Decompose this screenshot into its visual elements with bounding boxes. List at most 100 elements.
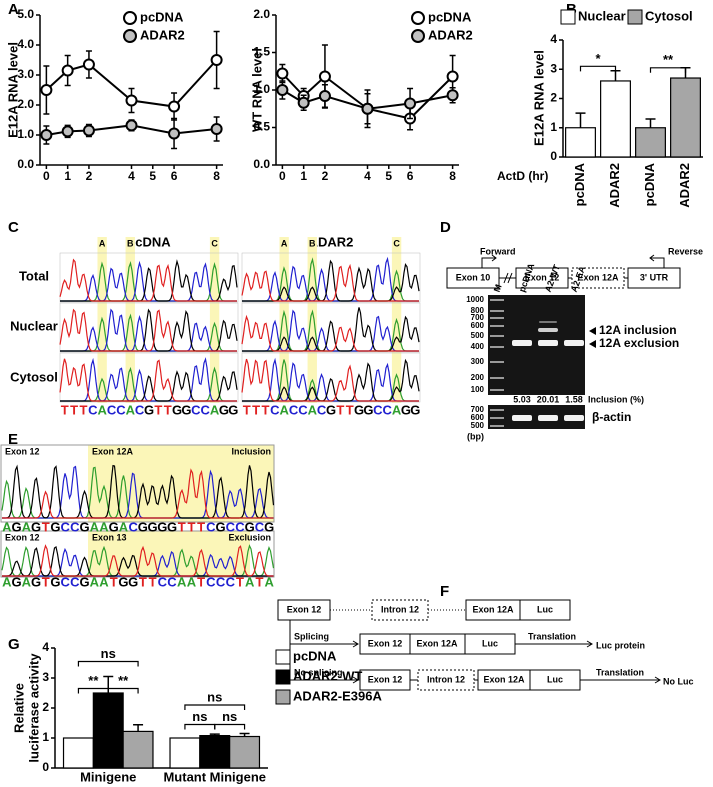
legend-label: pcDNA [293,648,337,663]
ladder-label: 1000 [466,295,484,304]
y-tick-label: 5.0 [17,7,34,21]
base-letter: T [42,519,50,534]
box-label: Exon 12 [368,674,403,684]
chromatogram-frame [241,302,421,353]
data-point [276,67,289,80]
base-letter: G [80,519,90,534]
legend-swatch [275,689,291,705]
data-point [40,129,53,141]
x-tick-label: Mutant Minigene [163,769,266,784]
panel-label: F [440,583,449,600]
data-point [168,100,181,113]
panel-c-labels: pcDNA ADAR2 Total Nuclear Cytosol [10,234,353,384]
chromatogram-trace [59,308,237,352]
legend-swatch [627,9,643,25]
base-letter: A [210,402,220,417]
site-label: B [127,238,134,248]
y-tick-label: 1 [550,120,557,134]
exon-box [446,267,500,289]
box-label: Exon 12 [287,604,322,614]
base-letter: T [243,402,251,417]
exon-label: Exon 12A [577,272,619,282]
row-label: Total [19,268,49,283]
bar [229,735,261,769]
base-letter: G [157,519,167,534]
chromatogram-trace [59,358,237,402]
exon-box [571,267,625,289]
legend-label: pcDNA [428,9,472,24]
significance-bracket [184,723,216,730]
base-letter: T [346,402,354,417]
legend-label: Cytosol [645,8,693,23]
data-point [82,58,95,71]
y-tick-label: 3 [42,670,49,684]
base-letter: G [167,519,177,534]
y-tick-label: 0 [42,760,49,774]
bar [670,77,701,158]
y-tick-label: 3 [550,61,557,75]
base-letter: G [228,402,238,417]
base-letter: G [172,402,182,417]
ladder-band [490,310,504,312]
path-label: Translation [528,631,576,641]
x-tick-label: 4 [128,169,135,183]
ladder-band [490,346,504,348]
base-letter: C [235,519,245,534]
base-letter: C [88,402,98,417]
x-tick-label: ADAR2 [607,163,622,208]
base-letter: C [270,402,280,417]
legend-label: ADAR2 [140,27,185,42]
error-bar [209,733,220,736]
base-letter: T [79,402,87,417]
ladder-band [490,299,504,301]
legend-label: Nuclear [578,8,626,23]
x-tick-label: 0 [279,169,286,183]
base-letter: C [206,574,216,589]
base-letter: T [261,402,269,417]
gel-band [512,415,532,421]
chromatogram-trace [2,464,275,519]
row-label: Nuclear [10,318,58,333]
base-letter: A [126,402,136,417]
box-label: Luc [547,674,563,684]
panel-label: B [566,1,577,18]
exon-box [277,599,331,621]
translation-arrow [515,640,593,648]
ladder-band [490,417,504,419]
base-letter: C [135,402,145,417]
ladder-label: 100 [471,385,485,394]
base-letter: G [354,402,364,417]
base-letter: A [22,574,32,589]
significance-label: ns [101,646,116,661]
ladder-band [490,361,504,363]
exon-label: Exon 12A [92,446,134,456]
exon-label: Exon 10 [456,272,491,282]
y-tick-label: 1.5 [253,45,270,59]
x-tick-label: 5 [149,169,156,183]
base-letter: A [279,402,289,417]
primer-label: Reverse [668,246,703,256]
ladder-label: 700 [471,405,485,414]
panel-label: E [8,431,18,448]
panel-label: C [8,219,19,236]
legend-label: ADAR2-WT [293,668,362,683]
base-letter: T [178,519,186,534]
base-letter: G [264,519,274,534]
outcome-label: No Luc [663,676,694,686]
significance-bracket [579,65,617,72]
ladder-label: 300 [471,357,485,366]
base-letter: A [245,574,255,589]
data-point [297,96,310,109]
base-letter: C [70,574,80,589]
inclusion-value: 20.01 [537,394,560,404]
base-letter: C [289,402,299,417]
legend-label: ADAR2 [428,27,473,42]
error-bar [645,118,656,128]
site-label: A [99,238,106,248]
chromatogram-trace [241,263,419,302]
box-label: Exon 12A [483,674,525,684]
band-label: 12A inclusion [599,323,677,337]
base-letter: C [255,519,265,534]
bar [199,734,231,769]
